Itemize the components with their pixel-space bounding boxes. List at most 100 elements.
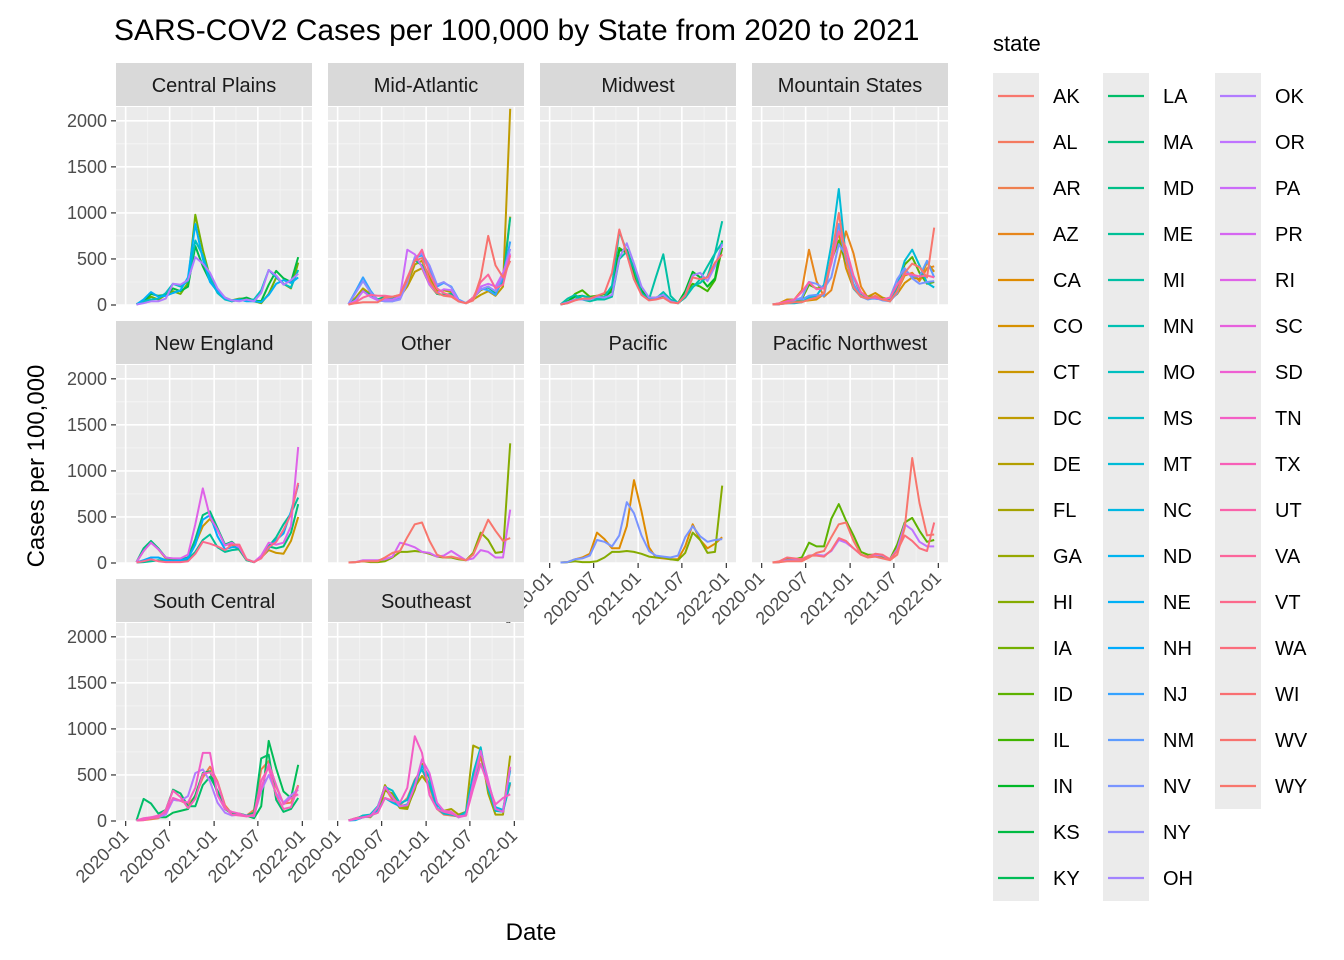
facet-strip (752, 63, 948, 106)
series-line-tx (136, 766, 300, 822)
legend-label: DC (1053, 408, 1082, 430)
legend-label: WY (1275, 776, 1307, 798)
legend-label: CA (1053, 270, 1081, 292)
legend-label: CO (1053, 316, 1083, 338)
series-line-wv (348, 234, 512, 306)
legend-label: NE (1163, 592, 1191, 614)
legend-label: WA (1275, 638, 1307, 660)
legend-key-background (993, 73, 1039, 901)
facet-strip-label: Mountain States (778, 75, 923, 97)
facet-strip (540, 63, 736, 106)
legend-label: AR (1053, 178, 1081, 200)
facet-panel: South Central05001000150020002020-012020… (67, 579, 312, 887)
y-tick-label: 500 (77, 765, 107, 785)
facet-panels: Central Plains 0 500 1000 1500 2000 Mid-Atlant… (67, 63, 948, 887)
series-line-pa (347, 248, 512, 306)
legend-label: MT (1163, 454, 1192, 476)
legend-label: NM (1163, 730, 1194, 752)
legend-label: PA (1275, 178, 1301, 200)
legend-label: IL (1053, 730, 1070, 752)
series-line-tn (348, 735, 511, 822)
facet-panel: Other (328, 321, 524, 564)
legend-label: MN (1163, 316, 1194, 338)
y-tick-label: 1000 (67, 203, 107, 223)
legend-label: IN (1053, 776, 1073, 798)
y-tick-label: 1000 (67, 719, 107, 739)
legend-label: OK (1275, 86, 1305, 108)
legend-label: RI (1275, 270, 1295, 292)
facet-panel: New England 0 500 1000 1500 2000 (67, 321, 312, 573)
legend-label: NY (1163, 822, 1191, 844)
series-line-nv (560, 501, 723, 564)
facet-strip (328, 321, 524, 364)
legend-label: LA (1163, 86, 1188, 108)
facet-panel: Southeast2020-012020-072021-012021-07202… (284, 579, 524, 887)
y-tick-label: 1000 (67, 461, 107, 481)
legend-label: WI (1275, 684, 1299, 706)
legend-label: VA (1275, 546, 1301, 568)
facet-strip (328, 63, 524, 106)
legend-label: ID (1053, 684, 1073, 706)
y-tick-label: 0 (97, 553, 107, 573)
legend-label: TN (1275, 408, 1302, 430)
y-tick-label: 500 (77, 249, 107, 269)
y-tick-label: 1500 (67, 157, 107, 177)
legend-label: HI (1053, 592, 1073, 614)
facet-strip (116, 321, 312, 364)
legend-label: TX (1275, 454, 1301, 476)
facet-strip-label: South Central (153, 591, 275, 613)
series-line-wi (560, 228, 723, 306)
legend-label: SC (1275, 316, 1303, 338)
facet-strip-label: Mid-Atlantic (374, 75, 478, 97)
series-line-ut (772, 230, 935, 306)
legend-label: OH (1163, 868, 1193, 890)
series-line-ne (135, 223, 299, 306)
y-tick-label: 1500 (67, 673, 107, 693)
y-axis-title: Cases per 100,000 (23, 365, 50, 568)
y-tick-label: 0 (97, 811, 107, 831)
facet-panel: Midwest (540, 63, 736, 306)
legend-label: PR (1275, 224, 1303, 246)
legend-label: KS (1053, 822, 1080, 844)
series-line-ri (135, 446, 300, 564)
facet-strip-label: Midwest (601, 75, 675, 97)
legend-label: MO (1163, 362, 1195, 384)
series-line-hi (560, 485, 724, 564)
legend-label: NJ (1163, 684, 1187, 706)
chart-title: SARS-COV2 Cases per 100,000 by State fro… (114, 14, 919, 47)
legend-label: MS (1163, 408, 1193, 430)
y-tick-label: 2000 (67, 111, 107, 131)
series-line-va (348, 248, 512, 306)
facet-strip (116, 63, 312, 106)
facet-panel: Pacific Northwest2020-012020-072021-0120… (708, 321, 948, 629)
legend-label: FL (1053, 500, 1076, 522)
series-line-ok (136, 256, 299, 306)
y-tick-label: 0 (97, 295, 107, 315)
facet-strip-label: Central Plains (152, 75, 277, 97)
facet-strip (540, 321, 736, 364)
y-tick-label: 1500 (67, 415, 107, 435)
legend-label: NH (1163, 638, 1192, 660)
legend-key-background (1215, 73, 1261, 809)
series-line-ny (347, 248, 512, 305)
legend-label: WV (1275, 730, 1308, 752)
legend-label: AK (1053, 86, 1080, 108)
legend-label: ME (1163, 224, 1193, 246)
legend: AK AL AR AZ CA CO CT DC DE FL GA HI IA ID IL IN KS KY LA MA… (993, 73, 1308, 901)
series-line-wy (772, 211, 936, 306)
facet-strip (752, 321, 948, 364)
legend-label: AZ (1053, 224, 1079, 246)
facet-panel: Pacific2020-012020-072021-012021-072022-… (496, 321, 736, 629)
y-tick-label: 2000 (67, 369, 107, 389)
series-line-ak (772, 457, 935, 564)
series-line-sc (348, 750, 512, 822)
legend-label: GA (1053, 546, 1083, 568)
facet-strip (116, 579, 312, 622)
legend-label: SD (1275, 362, 1303, 384)
legend-label: MI (1163, 270, 1185, 292)
series-line-vt (136, 482, 300, 564)
legend-label: IA (1053, 638, 1073, 660)
legend-label: MD (1163, 178, 1194, 200)
legend-label: CT (1053, 362, 1080, 384)
